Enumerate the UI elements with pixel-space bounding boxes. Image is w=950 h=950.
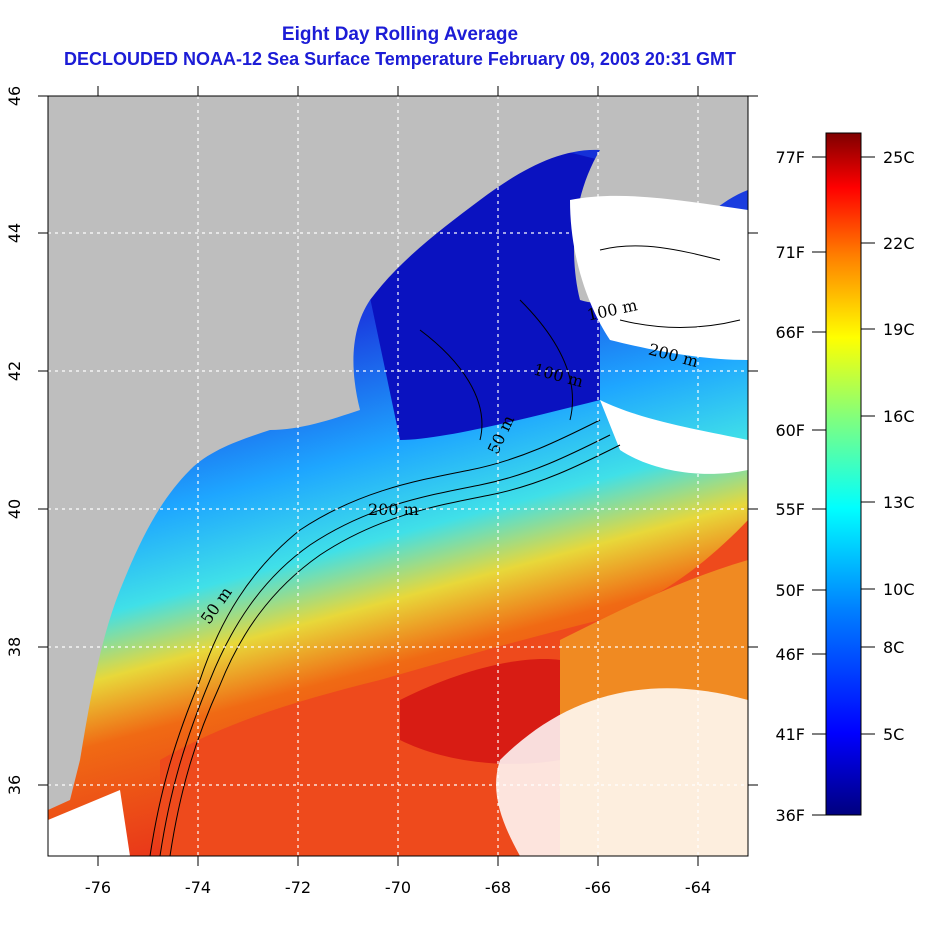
map-plot-area: 50 m 100 m 200 m 50 m 100 m 200 m: [48, 96, 748, 856]
latitude-tick-marks: [38, 95, 758, 786]
contour-scotian-shelf: [599, 245, 741, 328]
cloud-mask-east: [600, 400, 748, 474]
contour-gulf-of-maine: [419, 299, 574, 441]
cloud-mask-north: [570, 195, 748, 360]
longitude-label: -74: [185, 878, 211, 897]
colorbar-f-label: 46F: [775, 645, 805, 664]
longitude-label: -64: [685, 878, 711, 897]
latitude-label: 46: [5, 86, 24, 106]
colorbar-f-label: 36F: [775, 806, 805, 825]
graticule: [48, 96, 748, 856]
land-mass: [48, 96, 748, 810]
colorbar-f-label: 55F: [775, 500, 805, 519]
colorbar-c-label: 25C: [883, 148, 915, 167]
colorbar-f-label: 60F: [775, 421, 805, 440]
cloud-mask-southwest: [48, 790, 130, 856]
latitude-label: 36: [5, 775, 24, 795]
contour-50m: [149, 419, 601, 856]
latitude-label: 44: [5, 223, 24, 243]
longitude-label: -66: [585, 878, 611, 897]
longitude-label: -70: [385, 878, 411, 897]
colorbar-c-label: 22C: [883, 234, 915, 253]
colorbar-c-label: 10C: [883, 580, 915, 599]
latitude-label: 40: [5, 499, 24, 519]
colorbar: [825, 132, 862, 816]
colorbar-c-label: 16C: [883, 407, 915, 426]
colorbar-f-label: 77F: [775, 148, 805, 167]
colorbar-celsius-ticks: [861, 156, 875, 735]
longitude-label: -72: [285, 878, 311, 897]
gulf-stream-core: [400, 659, 560, 764]
colorbar-fahrenheit-ticks: [812, 156, 826, 816]
longitude-label: -76: [85, 878, 111, 897]
cloud-mask-southeast: [496, 688, 748, 856]
contour-100m: [159, 434, 611, 856]
map-title-line-1: Eight Day Rolling Average: [281, 24, 519, 45]
colorbar-f-label: 66F: [775, 323, 805, 342]
colorbar-c-label: 8C: [883, 638, 904, 657]
map-title-line-2: DECLOUDED NOAA-12 Sea Surface Temperatur…: [64, 49, 736, 69]
colorbar-f-label: 41F: [775, 725, 805, 744]
longitude-label: -68: [485, 878, 511, 897]
latitude-label: 38: [5, 637, 24, 657]
latitude-label: 42: [5, 361, 24, 381]
colorbar-c-label: 19C: [883, 320, 915, 339]
colorbar-f-label: 71F: [775, 243, 805, 262]
colorbar-f-label: 50F: [775, 581, 805, 600]
colorbar-c-label: 5C: [883, 725, 904, 744]
colorbar-c-label: 13C: [883, 493, 915, 512]
longitude-tick-marks: [97, 86, 699, 866]
